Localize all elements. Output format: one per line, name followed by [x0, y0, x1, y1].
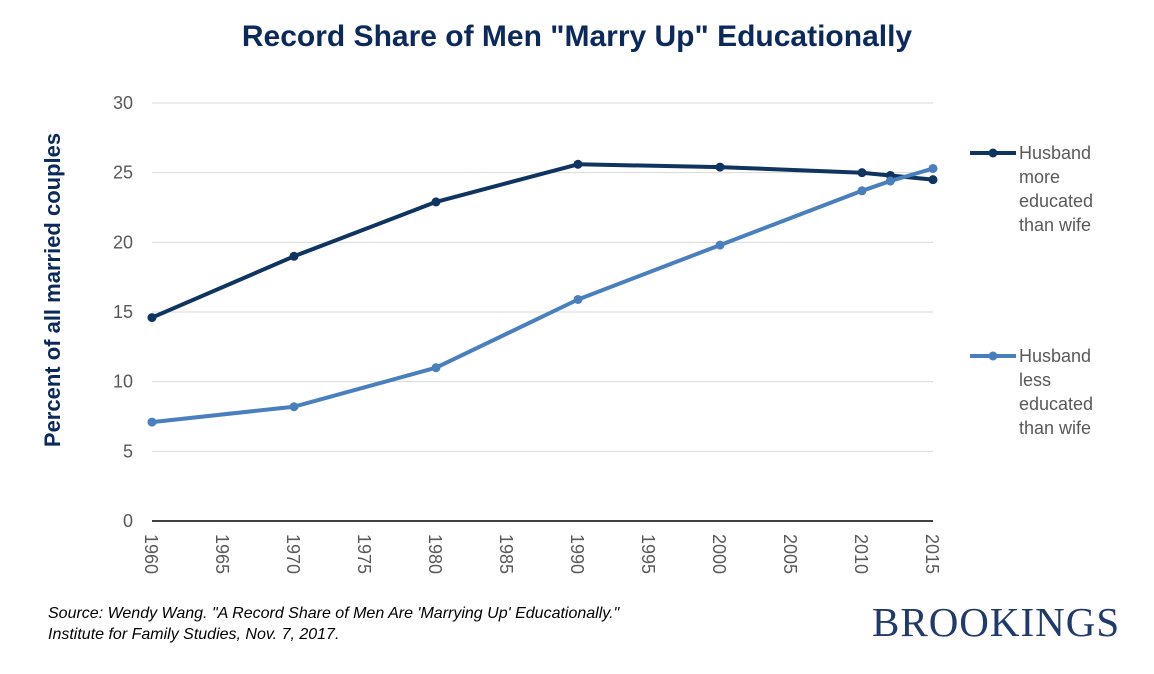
- x-tick-label: 2000: [709, 534, 729, 574]
- legend-label-line: Husband: [1019, 143, 1091, 163]
- y-tick-label: 25: [113, 163, 133, 183]
- data-point: [573, 294, 583, 304]
- data-point: [573, 159, 583, 169]
- gridlines: [152, 102, 933, 452]
- data-point: [289, 402, 299, 412]
- series-line-2: [150, 166, 935, 425]
- y-tick-label: 10: [113, 372, 133, 392]
- y-tick-label: 30: [113, 93, 133, 113]
- x-tick-label: 2005: [780, 534, 800, 574]
- source-line-1: Source: Wendy Wang. "A Record Share of M…: [48, 605, 620, 622]
- legend-label-line: more: [1019, 167, 1060, 187]
- y-tick-label: 20: [113, 232, 133, 252]
- y-tick-label: 15: [113, 302, 133, 322]
- legend-label-2: Husband less educated than wife: [1019, 346, 1093, 438]
- x-tick-label: 1975: [354, 534, 374, 574]
- x-tick-label: 1990: [567, 534, 587, 574]
- data-point: [431, 197, 441, 207]
- data-point: [289, 251, 299, 261]
- x-tick-label: 1985: [496, 534, 516, 574]
- x-tick-labels: 1960 1965 1970 1975 1980 1985 1990 1995 2000 2005…: [141, 534, 942, 574]
- chart-title: Record Share of Men "Marry Up" Education…: [241, 20, 913, 53]
- data-point: [715, 162, 725, 172]
- series-line-1: [150, 162, 935, 320]
- legend-label-line: than wife: [1019, 215, 1091, 235]
- data-point: [715, 240, 725, 250]
- legend-label-line: less: [1019, 370, 1051, 390]
- data-point: [147, 417, 157, 427]
- legend-label-1: Husband more educated than wife: [1019, 143, 1093, 235]
- y-tick-labels: 0 5 10 15 20 25 30: [113, 93, 133, 531]
- legend-label-line: than wife: [1019, 418, 1091, 438]
- source-line-2: Institute for Family Studies, Nov. 7, 20…: [48, 626, 340, 643]
- legend: Husband more educated than wife Husband less e…: [970, 143, 1093, 438]
- brookings-logo: BROOKINGS: [872, 599, 1121, 645]
- data-point: [885, 176, 895, 186]
- data-point: [431, 363, 441, 373]
- x-tick-label: 1960: [141, 534, 161, 574]
- legend-label-line: educated: [1019, 191, 1093, 211]
- source-note: Source: Wendy Wang. "A Record Share of M…: [48, 603, 619, 645]
- data-point: [857, 168, 867, 178]
- legend-swatch-marker: [988, 148, 998, 158]
- x-tick-label: 1970: [283, 534, 303, 574]
- x-tick-label: 1980: [425, 534, 445, 574]
- data-point: [928, 175, 938, 185]
- x-tick-label: 1995: [638, 534, 658, 574]
- y-axis-title: Percent of all married couples: [40, 133, 65, 447]
- y-tick-label: 5: [123, 441, 133, 461]
- x-tick-label: 1965: [212, 534, 232, 574]
- x-tick-label: 2015: [922, 534, 942, 574]
- data-point: [857, 186, 867, 196]
- x-tick-label: 2010: [851, 534, 871, 574]
- legend-label-line: educated: [1019, 394, 1093, 414]
- legend-label-line: Husband: [1019, 346, 1091, 366]
- y-tick-label: 0: [123, 511, 133, 531]
- legend-swatch-marker: [988, 351, 998, 361]
- series: [147, 159, 938, 427]
- data-point: [928, 163, 938, 173]
- data-point: [147, 313, 157, 323]
